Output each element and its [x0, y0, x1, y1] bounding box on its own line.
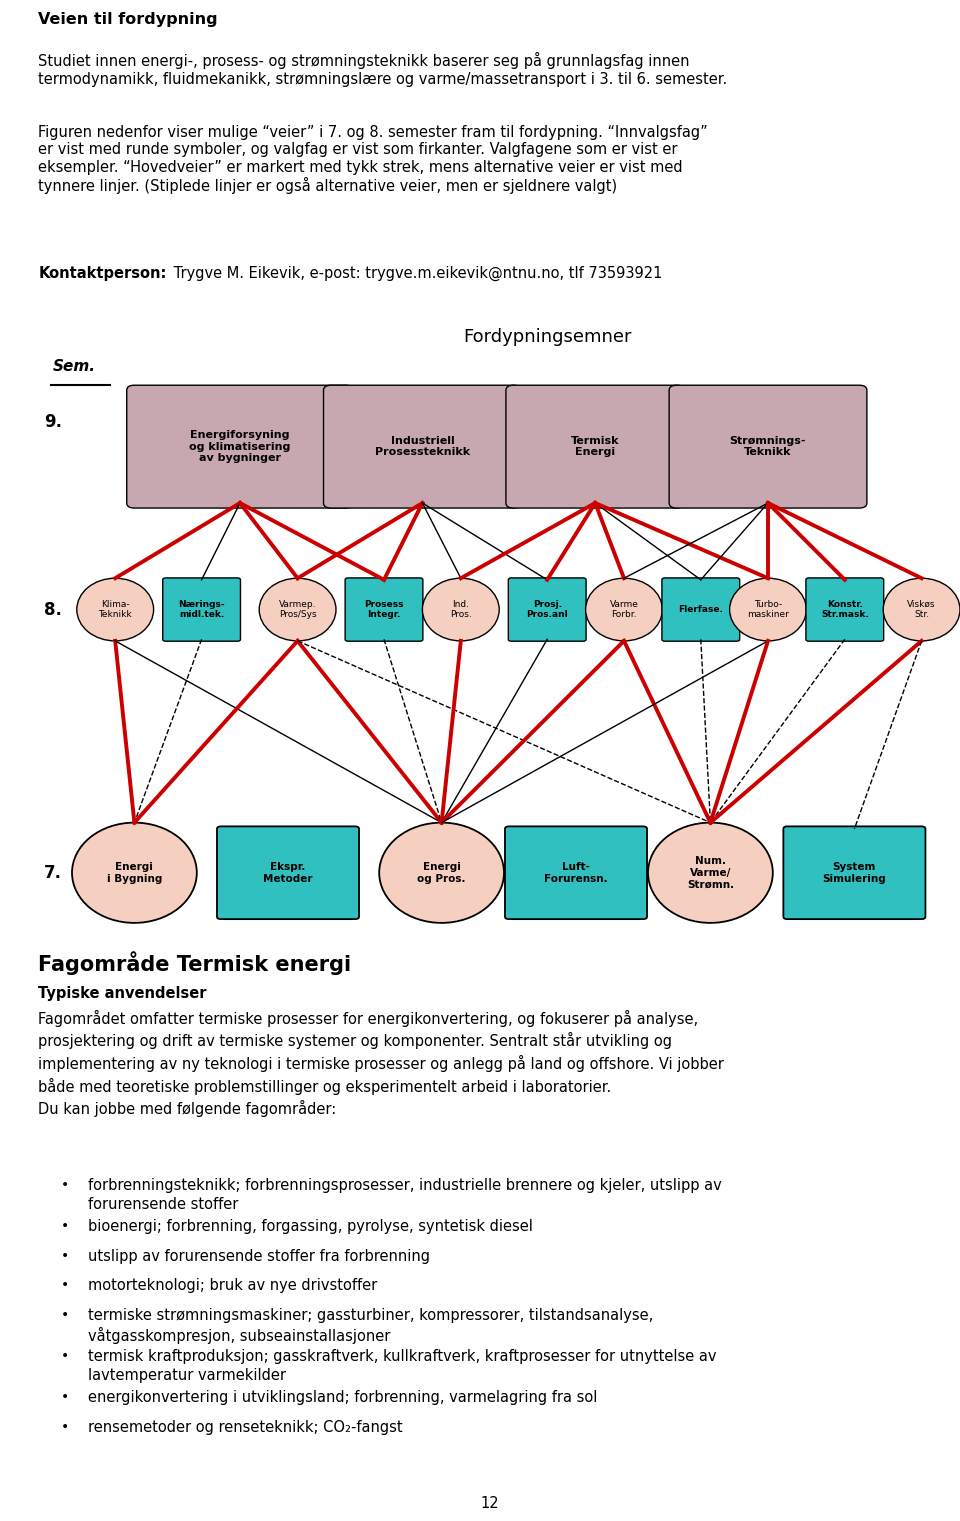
Text: Studiet innen energi-, prosess- og strømningsteknikk baserer seg på grunnlagsfag: Studiet innen energi-, prosess- og strøm…	[38, 52, 728, 87]
Text: energikonvertering i utviklingsland; forbrenning, varmelagring fra sol: energikonvertering i utviklingsland; for…	[88, 1390, 597, 1405]
Text: 7.: 7.	[44, 864, 61, 882]
FancyBboxPatch shape	[506, 385, 684, 508]
Text: Turbo-
maskiner: Turbo- maskiner	[747, 599, 789, 619]
Text: Kontaktperson:: Kontaktperson:	[38, 266, 167, 281]
FancyBboxPatch shape	[805, 578, 883, 642]
Text: Fordypningsemner: Fordypningsemner	[463, 327, 632, 345]
Text: Figuren nedenfor viser mulige “veier” i 7. og 8. semester fram til fordypning. “: Figuren nedenfor viser mulige “veier” i …	[38, 125, 708, 195]
Ellipse shape	[730, 578, 806, 640]
Ellipse shape	[72, 823, 197, 923]
Text: termisk kraftproduksjon; gasskraftverk, kullkraftverk, kraftprosesser for utnytt: termisk kraftproduksjon; gasskraftverk, …	[88, 1349, 716, 1383]
Text: Energi
i Bygning: Energi i Bygning	[107, 862, 162, 884]
FancyBboxPatch shape	[662, 578, 739, 642]
Text: Varme
Forbr.: Varme Forbr.	[610, 599, 638, 619]
Text: Fagområdet omfatter termiske prosesser for energikonvertering, og fokuserer på a: Fagområdet omfatter termiske prosesser f…	[38, 1010, 724, 1118]
Text: 12: 12	[480, 1495, 499, 1510]
FancyBboxPatch shape	[162, 578, 240, 642]
Text: Energiforsyning
og klimatisering
av bygninger: Energiforsyning og klimatisering av bygn…	[189, 430, 291, 464]
Text: •: •	[61, 1308, 69, 1322]
Text: motorteknologi; bruk av nye drivstoffer: motorteknologi; bruk av nye drivstoffer	[88, 1278, 377, 1293]
FancyBboxPatch shape	[127, 385, 353, 508]
FancyBboxPatch shape	[324, 385, 521, 508]
Text: Energi
og Pros.: Energi og Pros.	[418, 862, 466, 884]
Text: utslipp av forurensende stoffer fra forbrenning: utslipp av forurensende stoffer fra forb…	[88, 1249, 430, 1264]
Ellipse shape	[648, 823, 773, 923]
Text: rensemetoder og renseteknikk; CO₂-fangst: rensemetoder og renseteknikk; CO₂-fangst	[88, 1421, 402, 1434]
Text: Trygve M. Eikevik, e-post: trygve.m.eikevik@ntnu.no, tlf 73593921: Trygve M. Eikevik, e-post: trygve.m.eike…	[169, 266, 662, 281]
Text: 9.: 9.	[44, 412, 61, 430]
Text: Industriell
Prosessteknikk: Industriell Prosessteknikk	[374, 437, 470, 458]
FancyBboxPatch shape	[509, 578, 586, 642]
Text: •: •	[61, 1177, 69, 1192]
FancyBboxPatch shape	[217, 826, 359, 919]
FancyBboxPatch shape	[783, 826, 925, 919]
Text: bioenergi; forbrenning, forgassing, pyrolyse, syntetisk diesel: bioenergi; forbrenning, forgassing, pyro…	[88, 1218, 533, 1234]
Text: Viskøs
Str.: Viskøs Str.	[907, 599, 936, 619]
Text: •: •	[61, 1249, 69, 1262]
Text: Konstr.
Str.mask.: Konstr. Str.mask.	[821, 599, 869, 619]
Text: Veien til fordypning: Veien til fordypning	[38, 12, 218, 27]
FancyBboxPatch shape	[669, 385, 867, 508]
Ellipse shape	[883, 578, 960, 640]
Text: •: •	[61, 1390, 69, 1404]
Text: Luft-
Forurensn.: Luft- Forurensn.	[544, 862, 608, 884]
Text: Ind.
Pros.: Ind. Pros.	[450, 599, 471, 619]
FancyBboxPatch shape	[505, 826, 647, 919]
Text: System
Simulering: System Simulering	[823, 862, 886, 884]
Text: Prosj.
Pros.anl: Prosj. Pros.anl	[526, 599, 568, 619]
Ellipse shape	[259, 578, 336, 640]
Text: Ekspr.
Metoder: Ekspr. Metoder	[263, 862, 313, 884]
Text: Nærings-
midl.tek.: Nærings- midl.tek.	[179, 599, 225, 619]
Text: Strømnings-
Teknikk: Strømnings- Teknikk	[730, 437, 806, 458]
Text: forbrenningsteknikk; forbrenningsprosesser, industrielle brennere og kjeler, uts: forbrenningsteknikk; forbrenningsprosess…	[88, 1177, 722, 1212]
Text: Flerfase.: Flerfase.	[679, 605, 723, 614]
Text: Typiske anvendelser: Typiske anvendelser	[38, 986, 207, 1001]
Text: Klima-
Teknikk: Klima- Teknikk	[98, 599, 132, 619]
Text: Fagområde Termisk energi: Fagområde Termisk energi	[38, 952, 351, 975]
Text: •: •	[61, 1421, 69, 1434]
Ellipse shape	[422, 578, 499, 640]
FancyBboxPatch shape	[346, 578, 423, 642]
Ellipse shape	[77, 578, 154, 640]
Text: Varmep.
Pros/Sys: Varmep. Pros/Sys	[278, 599, 317, 619]
Text: termiske strømningsmaskiner; gassturbiner, kompressorer, tilstandsanalyse,
våtga: termiske strømningsmaskiner; gassturbine…	[88, 1308, 654, 1345]
Text: •: •	[61, 1278, 69, 1293]
Ellipse shape	[586, 578, 662, 640]
Text: 8.: 8.	[44, 601, 61, 619]
Text: Sem.: Sem.	[53, 359, 96, 374]
Text: Num.
Varme/
Strømn.: Num. Varme/ Strømn.	[686, 856, 734, 890]
Ellipse shape	[379, 823, 504, 923]
Text: •: •	[61, 1218, 69, 1234]
Text: Termisk
Energi: Termisk Energi	[571, 437, 619, 458]
Text: Prosess
Integr.: Prosess Integr.	[364, 599, 404, 619]
Text: •: •	[61, 1349, 69, 1363]
